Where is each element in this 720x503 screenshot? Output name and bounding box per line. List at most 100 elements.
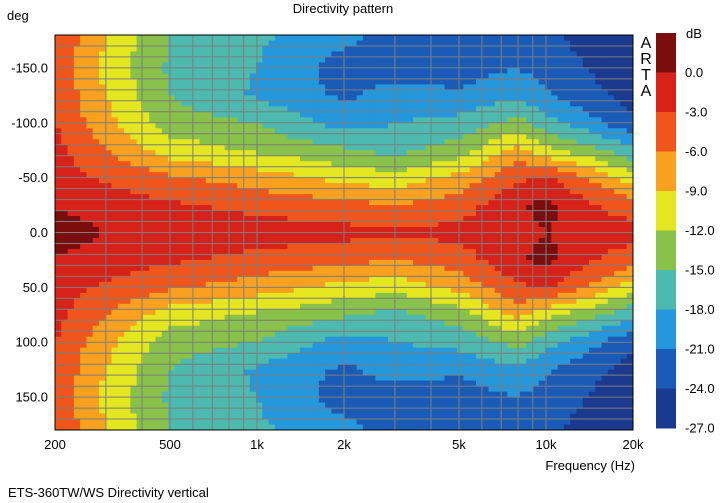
heatmap-cell: [161, 369, 169, 376]
heatmap-cell: [463, 78, 471, 85]
heatmap-cell: [174, 347, 182, 354]
heatmap-cell: [199, 128, 207, 135]
heatmap-cell: [431, 210, 439, 217]
heatmap-cell: [400, 45, 408, 53]
heatmap-cell: [475, 380, 483, 387]
heatmap-cell: [73, 84, 81, 91]
heatmap-cell: [406, 358, 414, 365]
heatmap-cell: [111, 281, 119, 288]
heatmap-cell: [243, 155, 251, 162]
heatmap-cell: [400, 188, 408, 195]
heatmap-cell: [369, 227, 377, 234]
heatmap-cell: [117, 287, 125, 294]
heatmap-cell: [312, 259, 320, 267]
heatmap-cell: [375, 122, 383, 129]
heatmap-cell: [482, 336, 490, 343]
heatmap-cell: [124, 150, 131, 157]
heatmap-cell: [325, 413, 333, 420]
heatmap-cell: [73, 254, 81, 261]
heatmap-cell: [475, 303, 483, 310]
heatmap-cell: [161, 133, 169, 140]
heatmap-cell: [55, 320, 62, 327]
heatmap-cell: [312, 78, 320, 85]
heatmap-cell: [193, 128, 201, 135]
heatmap-cell: [186, 133, 194, 140]
heatmap-cell: [375, 35, 383, 42]
heatmap-cell: [450, 133, 458, 140]
heatmap-cell: [350, 248, 358, 256]
heatmap-cell: [124, 424, 131, 430]
heatmap-cell: [168, 210, 175, 217]
heatmap-cell: [224, 216, 232, 223]
heatmap-cell: [444, 342, 452, 349]
heatmap-cell: [61, 111, 69, 118]
heatmap-cell: [387, 216, 395, 223]
heatmap-cell: [375, 216, 383, 223]
heatmap-cell: [394, 353, 402, 360]
heatmap-cell: [444, 298, 452, 305]
heatmap-cell: [463, 210, 471, 217]
heatmap-cell: [256, 320, 263, 327]
heatmap-cell: [92, 342, 100, 349]
heatmap-cell: [281, 386, 289, 393]
heatmap-cell: [117, 128, 125, 135]
heatmap-cell: [381, 364, 389, 371]
heatmap-cell: [400, 336, 408, 343]
heatmap-cell: [174, 221, 182, 228]
heatmap-cell: [482, 56, 490, 64]
heatmap-cell: [463, 243, 471, 250]
heatmap-cell: [469, 270, 477, 277]
heatmap-cell: [142, 419, 150, 426]
heatmap-cell: [413, 331, 420, 338]
heatmap-cell: [356, 133, 364, 140]
heatmap-cell: [300, 270, 307, 277]
heatmap-cell: [111, 303, 119, 310]
heatmap-cell: [425, 111, 433, 118]
heatmap-cell: [92, 375, 100, 382]
heatmap-cell: [249, 386, 257, 393]
heatmap-cell: [318, 216, 326, 223]
heatmap-cell: [457, 227, 464, 234]
heatmap-cell: [375, 298, 383, 305]
heatmap-cell: [92, 259, 100, 267]
heatmap-cell: [475, 342, 483, 349]
heatmap-cell: [130, 358, 138, 365]
heatmap-cell: [362, 122, 370, 129]
heatmap-cell: [400, 281, 408, 288]
heatmap-cell: [224, 259, 232, 267]
heatmap-cell: [369, 386, 377, 393]
heatmap-cell: [450, 210, 458, 217]
heatmap-cell: [475, 95, 483, 102]
heatmap-cell: [186, 276, 194, 283]
heatmap-cell: [186, 166, 194, 173]
heatmap-cell: [268, 166, 276, 173]
heatmap-cell: [55, 51, 62, 58]
heatmap-cell: [482, 216, 490, 223]
heatmap-cell: [256, 205, 263, 212]
heatmap-cell: [193, 331, 201, 338]
heatmap-cell: [287, 292, 295, 299]
heatmap-cell: [155, 254, 163, 261]
heatmap-cell: [243, 320, 251, 327]
heatmap-cell: [142, 391, 150, 398]
heatmap-cell: [413, 287, 420, 294]
heatmap-cell: [350, 117, 358, 124]
heatmap-cell: [293, 73, 301, 80]
heatmap-cell: [431, 133, 439, 140]
heatmap-cell: [61, 347, 69, 354]
heatmap-cell: [457, 172, 464, 179]
heatmap-cell: [130, 408, 138, 415]
heatmap-cell: [469, 292, 477, 299]
heatmap-cell: [92, 402, 100, 409]
heatmap-cell: [61, 45, 69, 53]
heatmap-cell: [130, 128, 138, 135]
heatmap-cell: [212, 155, 219, 162]
heatmap-cell: [381, 73, 389, 80]
heatmap-cell: [230, 353, 238, 360]
heatmap-cell: [174, 309, 182, 316]
heatmap-cell: [312, 419, 320, 426]
heatmap-cell: [362, 100, 370, 107]
heatmap-cell: [67, 298, 75, 305]
heatmap-cell: [293, 237, 301, 245]
heatmap-cell: [111, 188, 119, 195]
